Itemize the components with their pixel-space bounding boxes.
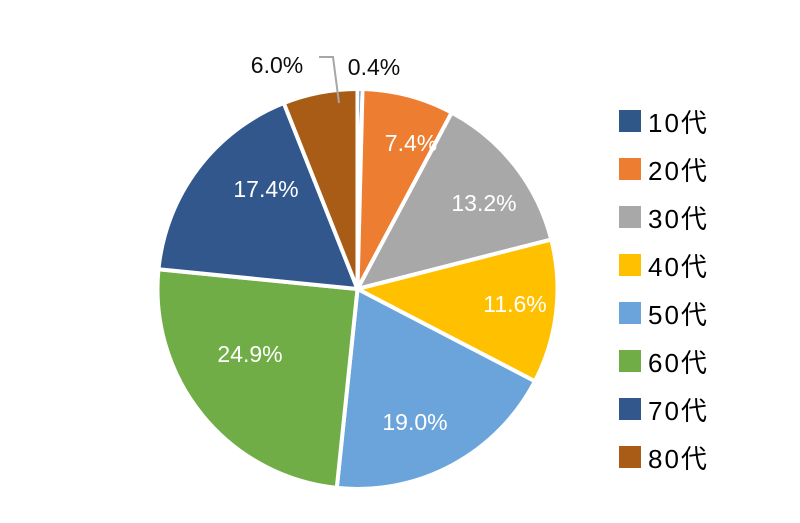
pie-slice	[355, 110, 554, 291]
legend-swatch-icon	[619, 158, 641, 180]
legend-swatch-icon	[619, 302, 641, 324]
data-label: 19.0%	[382, 409, 447, 435]
legend-swatch-icon	[619, 446, 641, 468]
data-label: 0.4%	[348, 54, 400, 80]
pie-slice	[355, 237, 560, 384]
legend-label: 70代	[648, 395, 709, 426]
data-label: 17.4%	[233, 176, 298, 202]
data-label: 24.9%	[217, 341, 282, 367]
leader-line	[319, 56, 340, 104]
data-label: 7.4%	[385, 130, 437, 156]
legend-item: 10代	[619, 97, 709, 145]
legend-swatch-icon	[619, 350, 641, 372]
legend-swatch-icon	[619, 254, 641, 276]
legend-label: 30代	[648, 203, 709, 234]
legend-item: 20代	[619, 145, 709, 193]
pie-slice	[156, 101, 360, 291]
legend-label: 80代	[648, 443, 709, 474]
legend-label: 20代	[648, 155, 709, 186]
legend: 10代 20代 30代 40代 50代 60代 70代 80代	[619, 97, 709, 481]
legend-item: 70代	[619, 385, 709, 433]
data-label: 6.0%	[251, 52, 303, 78]
legend-label: 60代	[648, 347, 709, 378]
pie-slice	[281, 87, 360, 291]
data-label: 13.2%	[451, 190, 516, 216]
legend-swatch-icon	[619, 206, 641, 228]
legend-item: 80代	[619, 433, 709, 481]
legend-item: 30代	[619, 193, 709, 241]
pie-slice	[334, 287, 537, 491]
legend-item: 50代	[619, 289, 709, 337]
legend-item: 40代	[619, 241, 709, 289]
legend-item: 60代	[619, 337, 709, 385]
data-label: 11.6%	[483, 291, 547, 317]
legend-swatch-icon	[619, 398, 641, 420]
legend-label: 40代	[648, 251, 709, 282]
legend-label: 10代	[648, 107, 709, 138]
legend-label: 50代	[648, 299, 709, 330]
legend-swatch-icon	[619, 110, 641, 132]
pie-slice	[155, 267, 360, 490]
